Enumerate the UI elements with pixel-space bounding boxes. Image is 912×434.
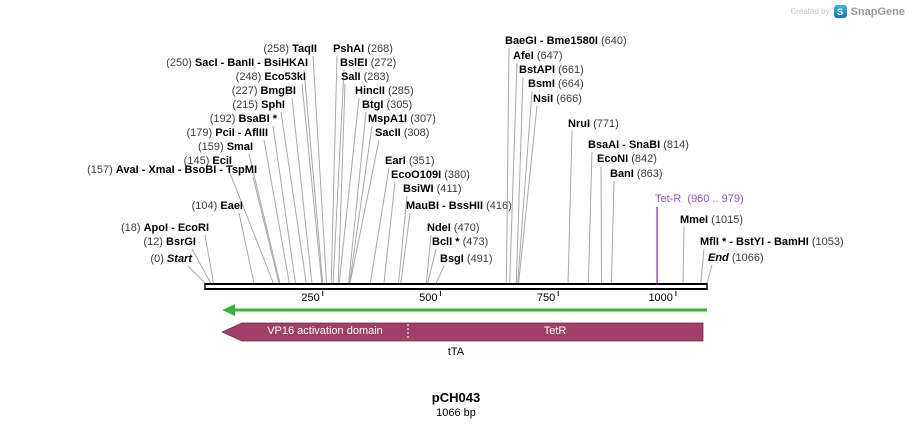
- site-connector-line: [187, 265, 206, 284]
- site-connector-line: [303, 69, 324, 284]
- site-connector-line: [337, 83, 346, 284]
- credit-prefix-text: Created by: [790, 7, 830, 16]
- credit-brand-text: SnapGene: [850, 5, 905, 18]
- snapgene-credit: Created by S SnapGene: [790, 5, 905, 18]
- site-connector-line: [312, 55, 327, 284]
- site-connector-line: [398, 195, 408, 284]
- site-connector-line: [383, 181, 396, 284]
- site-connector-line: [369, 167, 390, 284]
- site-connector-line: [435, 265, 445, 284]
- site-connector-line: [349, 139, 380, 284]
- site-connector-line: [227, 167, 274, 284]
- site-connector-line: [427, 248, 437, 284]
- site-connector-line: [610, 180, 615, 284]
- site-connector-line: [330, 55, 338, 284]
- feature-vp16-label: VP16 activation domain: [267, 325, 383, 337]
- site-connector-line: [252, 176, 280, 284]
- site-connector-line: [191, 248, 212, 284]
- sequence-direction-arrow-head: [222, 304, 235, 316]
- site-connector-line: [567, 130, 573, 284]
- feature-tta-caption: tTA: [447, 346, 465, 358]
- site-connector-line: [349, 125, 373, 284]
- site-connector-line: [515, 76, 524, 284]
- site-connector-line: [700, 248, 705, 284]
- site-connector-line: [425, 234, 432, 284]
- site-connector-line: [587, 151, 593, 284]
- site-connector-line: [509, 62, 518, 284]
- site-connector-line: [600, 165, 603, 284]
- site-connector-line: [518, 105, 538, 284]
- site-connector-line: [272, 125, 296, 284]
- site-connector-line: [682, 226, 685, 284]
- snapgene-logo-icon: S: [833, 5, 847, 18]
- plasmid-length: 1066 bp: [436, 407, 476, 419]
- site-connector-line: [400, 212, 411, 284]
- site-connector-line: [291, 97, 313, 284]
- site-connector-line: [238, 212, 255, 284]
- site-connector-line: [280, 111, 307, 284]
- site-connector-line: [505, 47, 510, 284]
- feature-tetr-label: TetR: [543, 325, 567, 337]
- site-connector-line: [332, 69, 345, 284]
- site-connector-line: [517, 90, 533, 284]
- plasmid-name: pCH043: [431, 390, 481, 405]
- site-connector-line: [263, 139, 290, 284]
- site-connector-line: [301, 83, 323, 284]
- site-connector-line: [338, 97, 360, 284]
- site-connector-line: [706, 264, 713, 284]
- site-connector-line: [348, 111, 367, 284]
- site-connector-line: [248, 153, 281, 284]
- tta-feature-arrow: [221, 322, 704, 342]
- site-connector-line: [204, 234, 214, 284]
